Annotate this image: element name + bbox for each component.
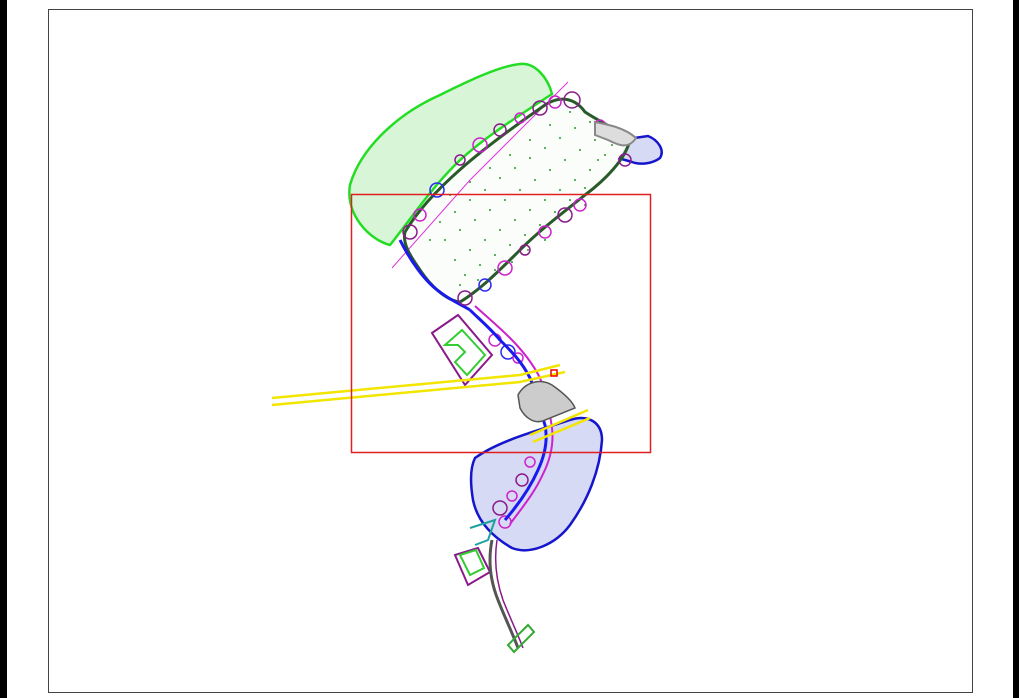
planting-dots (429, 111, 613, 286)
gravel-bar-mid (517, 380, 576, 423)
reference-line (391, 81, 569, 269)
south-outlet-channel (488, 539, 520, 649)
roads (271, 363, 591, 444)
south-outlet-end (506, 623, 536, 654)
lower-connector (469, 518, 497, 546)
culvert-marker (550, 369, 558, 377)
planting-area (410, 100, 630, 300)
viewport-frame[interactable] (350, 193, 652, 454)
south-outlet-edge (494, 539, 524, 649)
frame-right-bar (1013, 0, 1019, 698)
south-wetland-zone (469, 416, 604, 552)
sheet-border (48, 9, 973, 693)
pond-structure-inner (442, 328, 487, 377)
north-flow-edge (398, 239, 471, 312)
frame-left-bar (0, 0, 7, 698)
gravel-patch-northeast (594, 120, 638, 147)
lower-structure-inner (458, 548, 486, 577)
pond-structure-frame (430, 313, 494, 387)
lower-structure-frame (453, 546, 492, 587)
north-wetland-zone (348, 62, 554, 247)
